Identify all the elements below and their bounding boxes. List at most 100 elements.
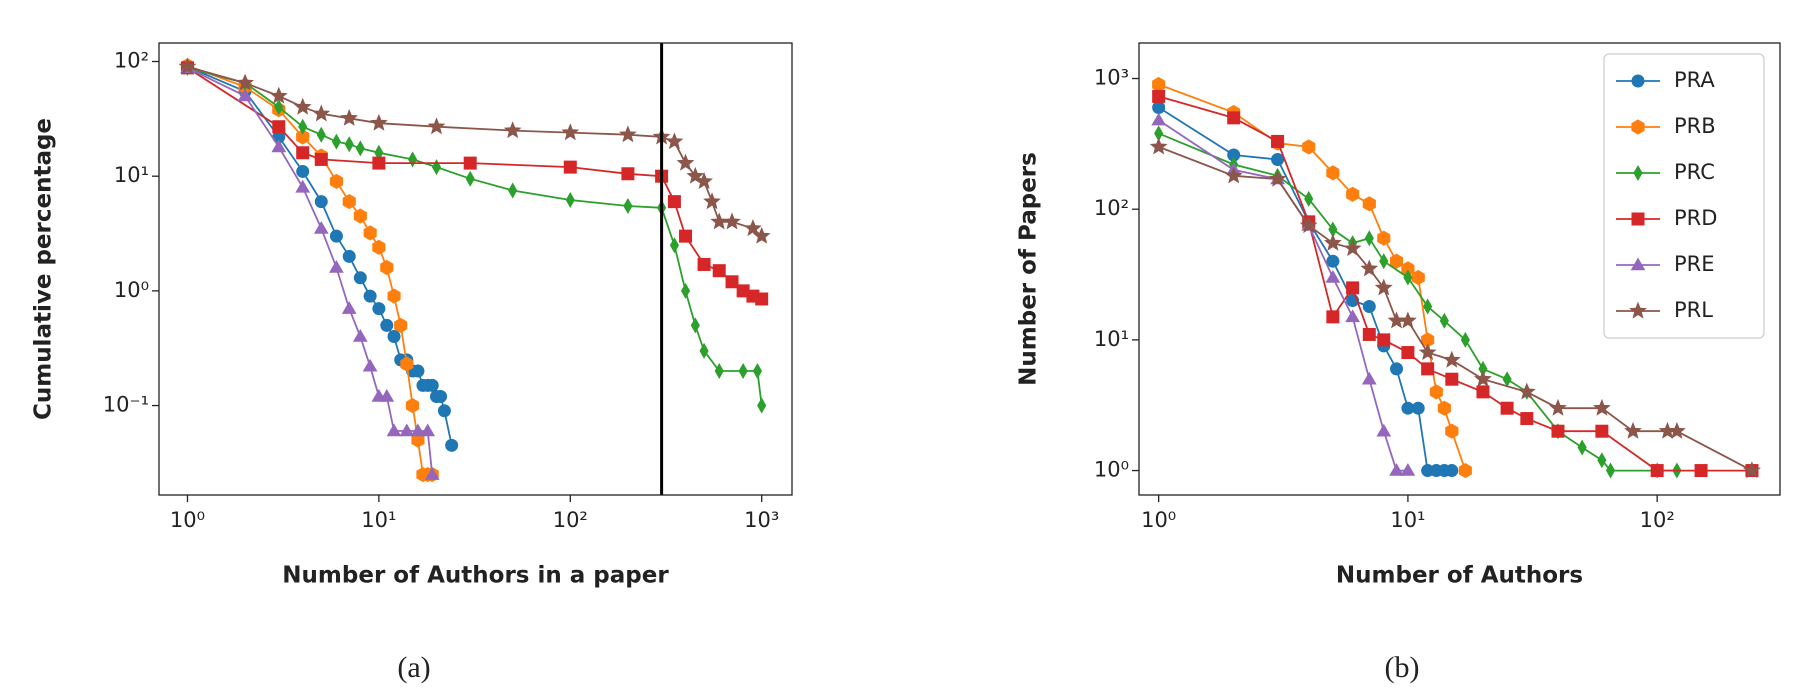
marker <box>340 108 359 126</box>
marker <box>1517 382 1536 400</box>
x-tick-label: 10⁰ <box>170 508 205 532</box>
marker <box>1362 196 1376 212</box>
marker <box>1631 119 1645 135</box>
marker <box>1389 463 1404 476</box>
marker <box>363 225 377 241</box>
marker <box>237 88 253 102</box>
marker <box>1361 371 1377 385</box>
marker <box>714 363 724 380</box>
marker <box>503 121 522 139</box>
series-line <box>1158 119 1408 472</box>
marker <box>379 389 395 402</box>
marker <box>1460 331 1470 348</box>
marker <box>703 192 721 210</box>
marker <box>699 342 709 359</box>
marker <box>1605 462 1616 479</box>
marker <box>329 260 344 273</box>
marker <box>312 104 331 122</box>
marker <box>178 57 197 75</box>
marker <box>1624 421 1642 439</box>
marker <box>344 136 354 153</box>
marker <box>331 133 341 150</box>
marker <box>665 132 684 150</box>
marker <box>1326 254 1340 268</box>
subplot: 10⁰ 10¹ 10² 10⁰ 10¹ 10² 10³ Number of Authors Nu… <box>1016 42 1781 684</box>
marker <box>1151 112 1166 126</box>
marker <box>352 328 368 342</box>
marker <box>1304 190 1314 207</box>
legend-label: PRB <box>1674 114 1716 138</box>
marker <box>1429 384 1443 400</box>
marker <box>1474 369 1492 387</box>
marker <box>680 282 691 299</box>
legend-label: PRD <box>1674 206 1717 230</box>
marker <box>298 118 308 135</box>
marker <box>420 423 436 437</box>
marker <box>411 364 425 378</box>
marker <box>1551 424 1565 438</box>
x-axis-label: Number of Authors in a paper <box>282 563 669 589</box>
marker <box>710 212 729 230</box>
marker <box>1346 281 1360 295</box>
marker <box>1227 111 1241 125</box>
marker <box>1152 89 1166 103</box>
marker <box>1418 343 1437 361</box>
marker <box>424 467 440 480</box>
marker <box>1377 230 1391 246</box>
marker <box>1442 350 1461 368</box>
marker <box>329 229 343 243</box>
marker <box>1360 259 1379 277</box>
legend-label: PRL <box>1674 298 1713 322</box>
marker <box>437 404 451 418</box>
marker <box>313 221 329 234</box>
caption: (b) <box>1385 651 1420 684</box>
legend-label: PRA <box>1674 68 1715 92</box>
marker <box>410 423 426 437</box>
y-tick-label: 10³ <box>1094 66 1129 90</box>
marker <box>1694 464 1708 478</box>
marker <box>400 356 414 372</box>
marker <box>561 123 580 141</box>
marker <box>399 423 415 437</box>
marker <box>269 86 288 104</box>
marker <box>370 113 388 131</box>
marker <box>296 129 310 145</box>
marker <box>563 160 577 174</box>
y-tick-label: 10² <box>114 49 149 73</box>
marker <box>1650 464 1664 478</box>
marker <box>272 120 286 134</box>
marker <box>1500 401 1514 415</box>
marker <box>565 191 575 209</box>
marker <box>342 194 356 210</box>
legend-label: PRC <box>1674 160 1715 184</box>
marker <box>1343 239 1362 257</box>
x-tick-label: 10⁰ <box>1141 508 1176 532</box>
marker <box>465 170 475 187</box>
legend-label: PRE <box>1674 252 1715 276</box>
marker <box>1149 137 1168 155</box>
marker <box>757 397 767 414</box>
plot-area <box>1149 76 1761 479</box>
marker <box>387 330 401 344</box>
marker <box>667 195 681 209</box>
marker <box>411 432 425 448</box>
marker <box>1325 269 1341 283</box>
marker <box>697 257 711 271</box>
marker <box>425 378 439 392</box>
marker <box>1502 371 1512 388</box>
marker <box>1597 452 1607 469</box>
marker <box>1390 362 1404 376</box>
marker <box>1520 412 1534 426</box>
marker <box>686 166 705 184</box>
marker <box>1411 269 1425 286</box>
y-tick-label: 10⁰ <box>114 278 149 302</box>
marker <box>1152 76 1166 93</box>
marker <box>1374 278 1393 296</box>
y-tick-label: 10⁻¹ <box>103 393 149 417</box>
marker <box>353 271 367 285</box>
marker <box>1346 186 1360 202</box>
marker <box>1345 309 1360 323</box>
marker <box>1302 139 1316 155</box>
marker <box>1271 153 1285 167</box>
marker <box>387 288 401 304</box>
